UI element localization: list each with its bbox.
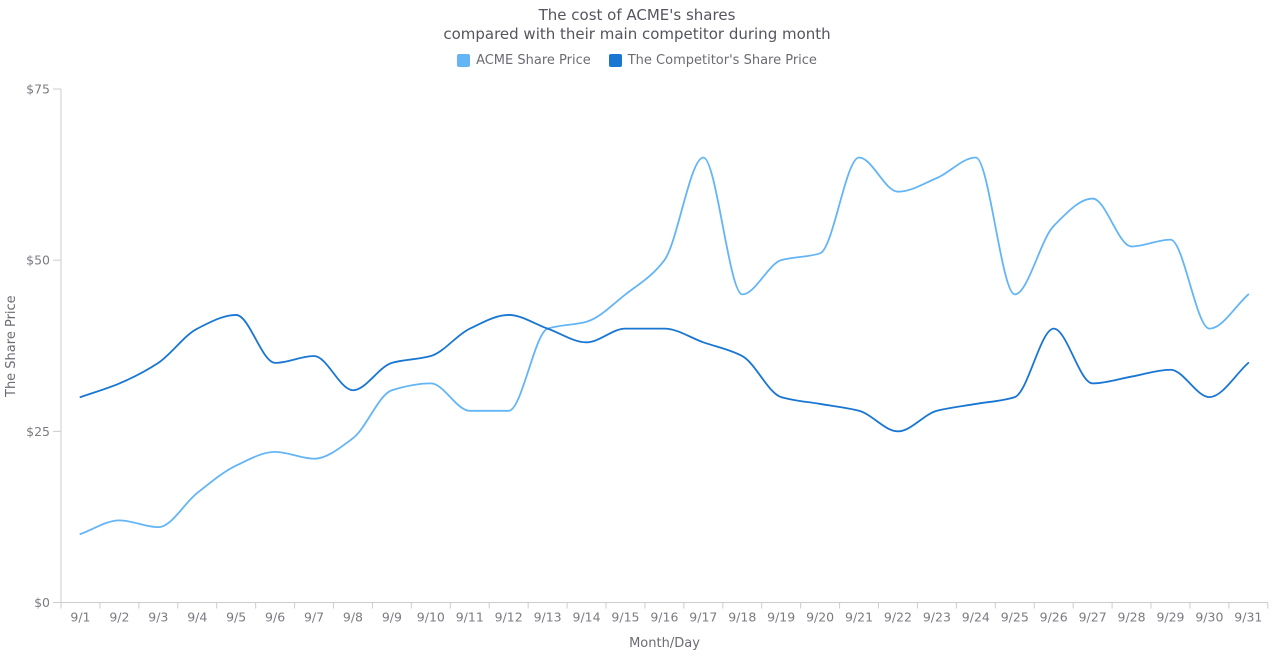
x-tick-label: 9/26 [1040,610,1068,625]
x-tick-label: 9/16 [650,610,678,625]
x-tick-label: 9/30 [1195,610,1223,625]
x-tick-label: 9/2 [109,610,129,625]
x-tick-label: 9/19 [767,610,795,625]
chart-title-line1: The cost of ACME's shares [538,6,736,24]
y-tick-label: $0 [34,595,50,610]
chart-title-line2: compared with their main competitor duri… [443,25,831,43]
legend-swatch-competitor-icon [608,54,622,67]
x-tick-label: 9/20 [806,610,834,625]
y-tick-label: $25 [26,424,50,439]
x-axis-title: Month/Day [629,636,700,651]
x-tick-label: 9/23 [923,610,951,625]
chart-title: The cost of ACME's shares compared with … [0,6,1274,44]
x-tick-label: 9/1 [70,610,90,625]
x-tick-label: 9/9 [382,610,402,625]
x-tick-label: 9/31 [1234,610,1262,625]
x-tick-label: 9/18 [728,610,756,625]
x-tick-label: 9/28 [1118,610,1146,625]
x-tick-label: 9/8 [343,610,363,625]
x-tick-label: 9/25 [1001,610,1029,625]
series-line-acme[interactable] [79,156,1250,535]
x-tick-label: 9/21 [845,610,873,625]
x-tick-label: 9/29 [1156,610,1184,625]
x-tick-label: 9/24 [962,610,990,625]
y-tick-label: $75 [26,82,50,97]
chart-legend: ACME Share Price The Competitor's Share … [0,53,1274,68]
legend-label-competitor: The Competitor's Share Price [627,53,817,68]
y-tick-label: $50 [26,253,50,268]
x-tick-label: 9/3 [148,610,168,625]
x-tick-label: 9/10 [417,610,445,625]
series-line-competitor[interactable] [79,314,1250,433]
x-tick-label: 9/17 [689,610,717,625]
x-tick-label: 9/22 [884,610,912,625]
x-tick-label: 9/14 [573,610,601,625]
legend-item-acme[interactable]: ACME Share Price [457,53,591,68]
x-tick-label: 9/6 [265,610,285,625]
legend-swatch-acme-icon [457,54,471,67]
x-tick-label: 9/11 [456,610,484,625]
legend-label-acme: ACME Share Price [476,53,591,68]
x-tick-label: 9/12 [495,610,523,625]
x-tick-label: 9/7 [304,610,324,625]
x-tick-label: 9/15 [611,610,639,625]
x-tick-label: 9/5 [226,610,246,625]
x-tick-label: 9/27 [1079,610,1107,625]
legend-item-competitor[interactable]: The Competitor's Share Price [608,53,817,68]
x-tick-label: 9/4 [187,610,207,625]
x-tick-label: 9/13 [534,610,562,625]
